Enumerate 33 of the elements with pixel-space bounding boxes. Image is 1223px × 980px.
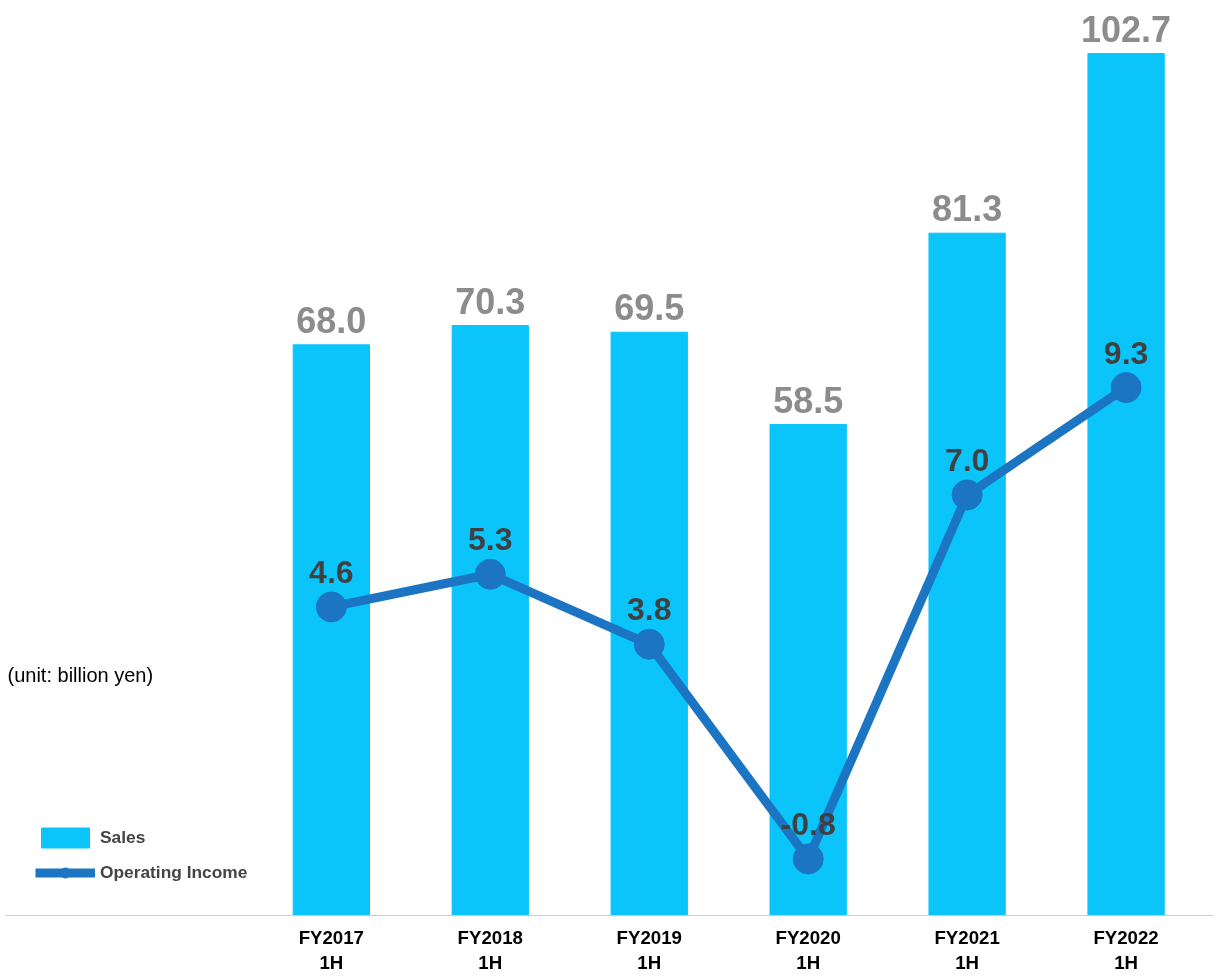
point bbox=[474, 558, 506, 590]
point bbox=[315, 591, 347, 623]
data-label: 58.5 bbox=[773, 379, 844, 421]
point bbox=[633, 628, 665, 660]
data-label: 68.0 bbox=[296, 299, 367, 341]
x-tick-label: FY2019 1H bbox=[616, 926, 682, 973]
data-label: 69.5 bbox=[614, 287, 685, 329]
data-label: 81.3 bbox=[932, 188, 1003, 230]
point bbox=[1110, 372, 1142, 404]
data-label: 7.0 bbox=[944, 441, 990, 478]
bar bbox=[451, 325, 529, 916]
x-tick-label: FY2022 1H bbox=[1093, 926, 1159, 973]
bar bbox=[292, 344, 370, 916]
data-label: 9.3 bbox=[1103, 334, 1149, 371]
data-label: 102.7 bbox=[1081, 8, 1172, 50]
legend-label: Sales bbox=[100, 827, 147, 848]
data-label: 3.8 bbox=[626, 591, 672, 628]
bar bbox=[769, 424, 847, 916]
data-label: 4.6 bbox=[309, 553, 354, 590]
bar bbox=[1087, 53, 1165, 916]
bar bbox=[928, 232, 1006, 916]
point bbox=[792, 843, 824, 875]
x-tick-label: FY2017 1H bbox=[298, 926, 365, 973]
data-label: 70.3 bbox=[455, 280, 526, 322]
point bbox=[951, 479, 983, 511]
x-tick-label: FY2020 1H bbox=[775, 926, 841, 973]
data-label: -0.8 bbox=[780, 805, 836, 842]
bar bbox=[610, 331, 688, 916]
x-tick-label: FY2021 1H bbox=[934, 926, 1000, 973]
x-tick-label: FY2018 1H bbox=[457, 926, 523, 973]
data-label: 5.3 bbox=[468, 521, 513, 558]
legend-label: Operating Income bbox=[100, 862, 248, 883]
text: (unit: billion yen) bbox=[7, 663, 154, 686]
